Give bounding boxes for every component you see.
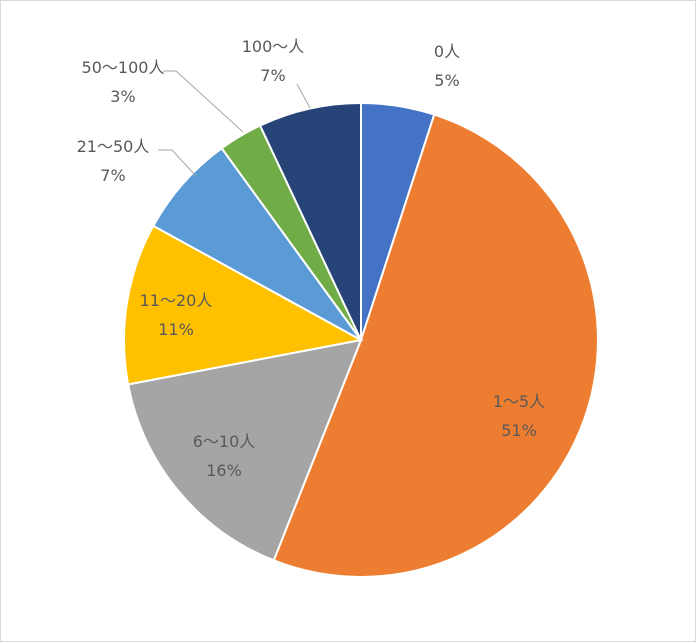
leader-lines [158,70,311,177]
slice-percent-label: 3% [110,87,135,106]
leader-line-6 [163,70,244,133]
pie-slices [123,101,599,578]
leader-line-5 [158,149,197,177]
data-labels: 0人 5% 1〜5人 51% 6〜10人 16% 11〜20人 11% 21〜50人 7% 50〜1… [77,37,546,480]
slice-category-label: 50〜100人 [82,58,165,77]
pie-slice-4 [123,224,364,386]
slice-category-label: 21〜50人 [77,137,150,156]
slice-percent-label: 7% [260,66,285,85]
pie-slice-7 [258,101,362,341]
slice-category-label: 100〜人 [242,37,305,56]
slice-category-label: 0人 [434,42,460,61]
slice-percent-label: 51% [501,421,537,440]
leader-line-7 [296,83,311,109]
pie-slice-2 [272,113,599,578]
slice-percent-label: 16% [206,461,242,480]
slice-percent-label: 5% [434,71,459,90]
slice-category-label: 1〜5人 [493,392,545,411]
pie-slice-5 [151,146,362,341]
slice-category-label: 6〜10人 [193,432,256,451]
slice-percent-label: 11% [158,320,194,339]
slice-percent-label: 7% [100,166,125,185]
pie-slice-3 [127,338,363,562]
slice-category-label: 11〜20人 [140,291,213,310]
